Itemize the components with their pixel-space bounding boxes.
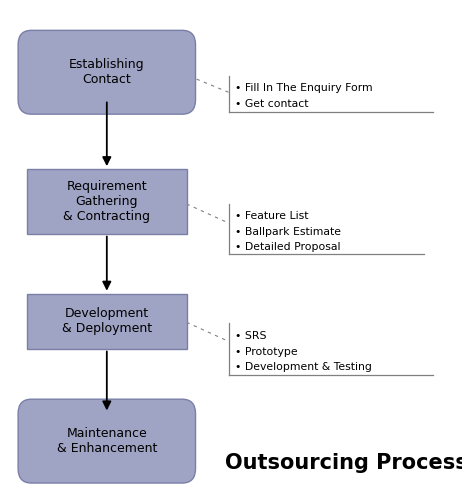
Text: • Fill In The Enquiry Form: • Fill In The Enquiry Form	[235, 83, 372, 93]
Text: • Get contact: • Get contact	[235, 99, 308, 109]
Text: Establishing
Contact: Establishing Contact	[69, 58, 145, 86]
Text: • Ballpark Estimate: • Ballpark Estimate	[235, 227, 340, 237]
Text: Development
& Deployment: Development & Deployment	[62, 307, 152, 335]
Text: • SRS: • SRS	[235, 331, 266, 341]
Text: • Prototype: • Prototype	[235, 346, 297, 357]
FancyBboxPatch shape	[27, 169, 187, 234]
FancyBboxPatch shape	[27, 294, 187, 349]
Text: Requirement
Gathering
& Contracting: Requirement Gathering & Contracting	[63, 180, 150, 223]
Text: • Detailed Proposal: • Detailed Proposal	[235, 242, 340, 251]
Text: • Development & Testing: • Development & Testing	[235, 362, 371, 372]
FancyBboxPatch shape	[18, 399, 195, 483]
FancyBboxPatch shape	[18, 30, 195, 114]
Text: Outsourcing Process: Outsourcing Process	[225, 453, 462, 473]
Text: Maintenance
& Enhancement: Maintenance & Enhancement	[57, 427, 157, 455]
Text: • Feature List: • Feature List	[235, 212, 308, 222]
